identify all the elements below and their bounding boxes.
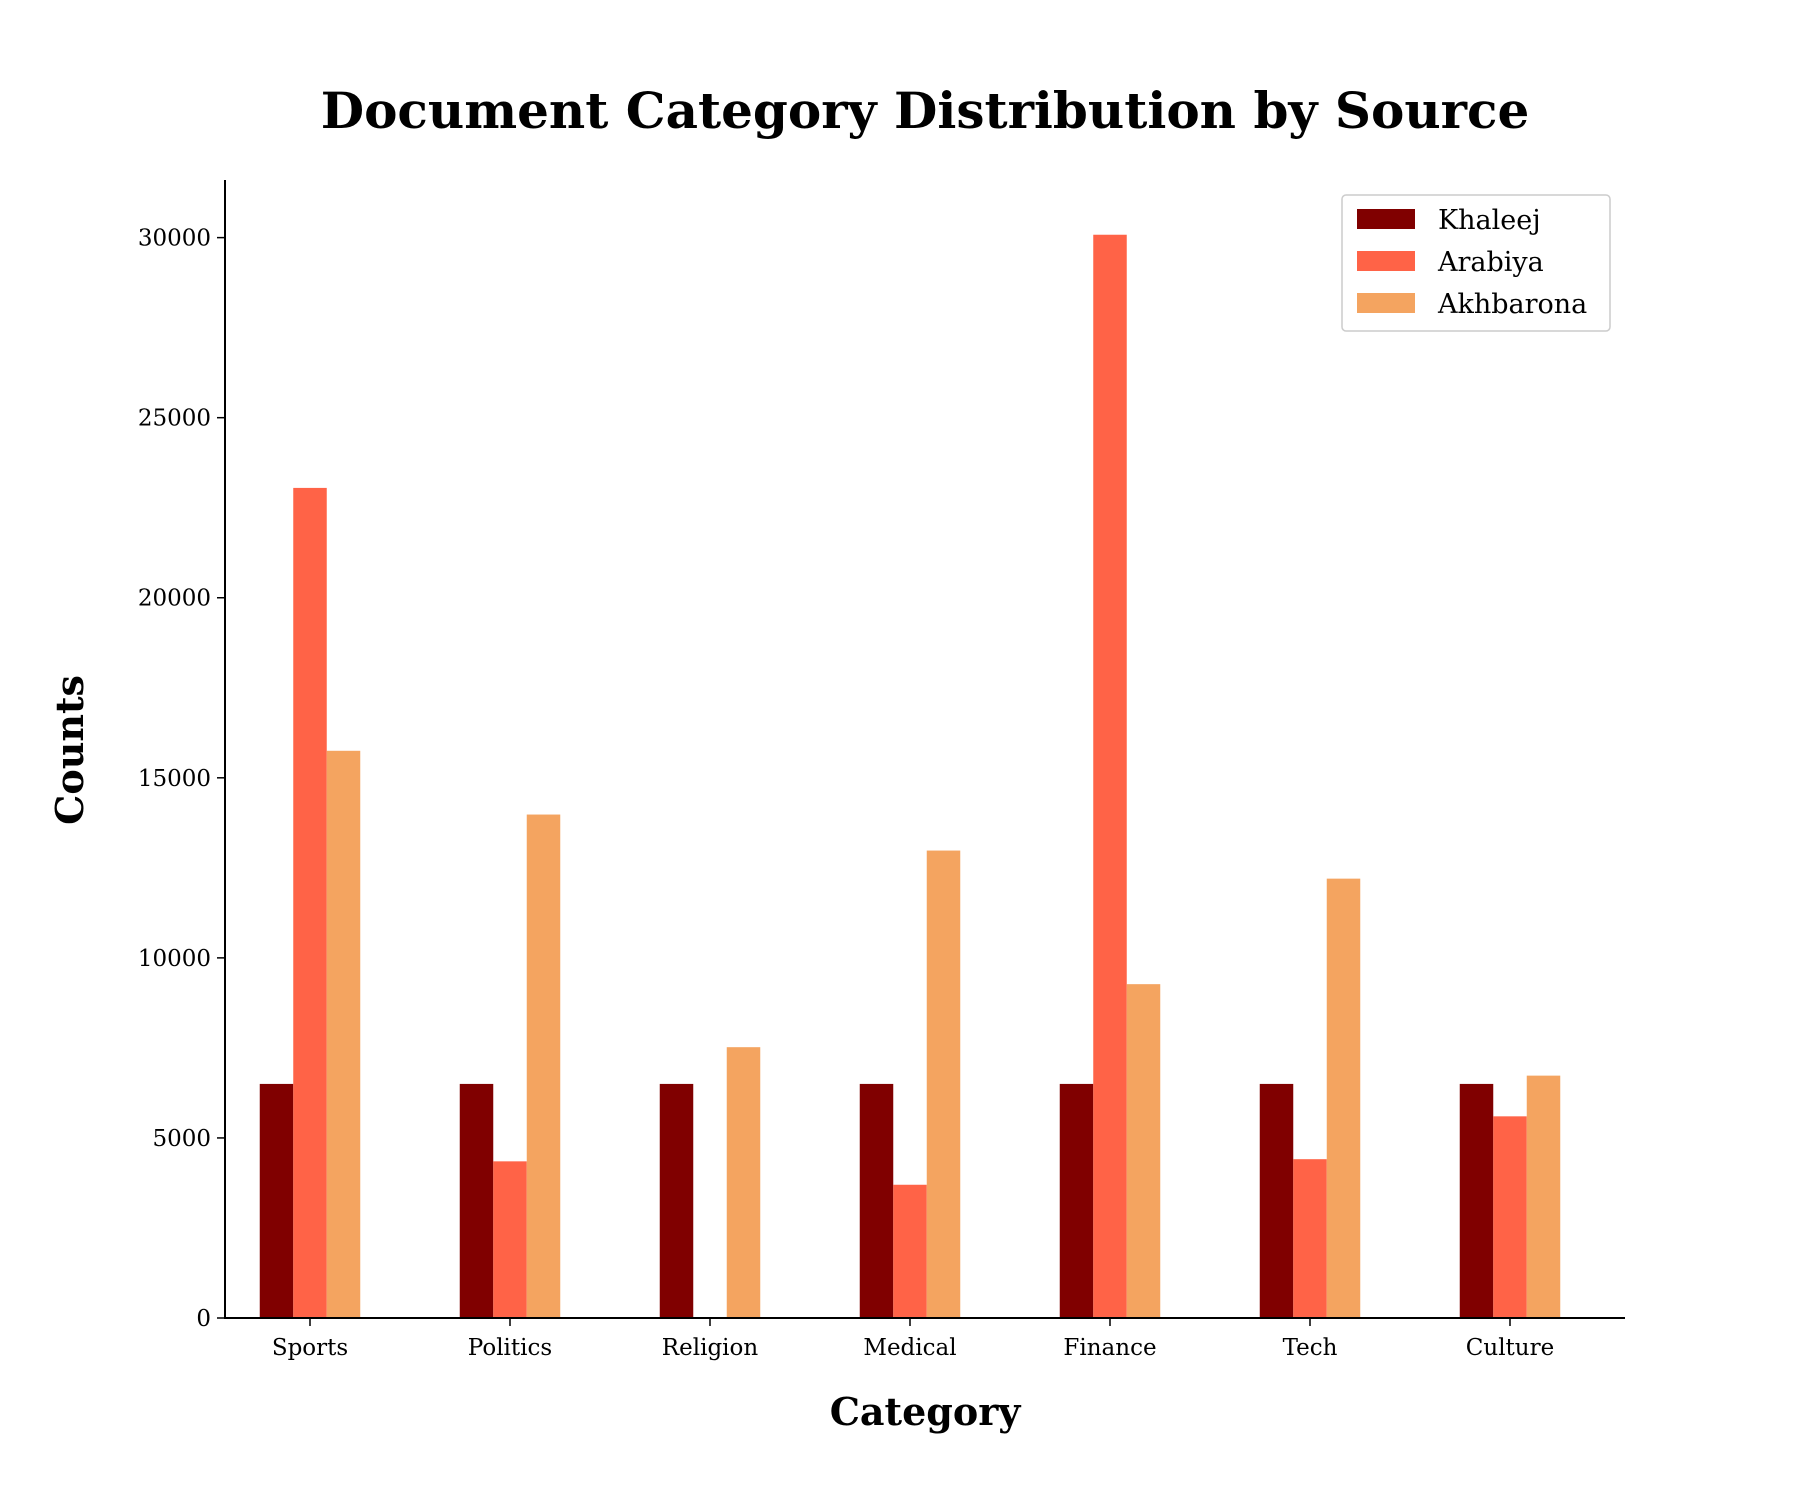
bar-akhbarona-culture — [1526, 1075, 1561, 1318]
bar-arabiya-culture — [1493, 1116, 1527, 1318]
legend-label-khaleej: Khaleej — [1438, 205, 1541, 236]
y-tick-label: 15000 — [138, 766, 211, 792]
bar-arabiya-medical — [893, 1184, 927, 1318]
x-tick-label-religion: Religion — [662, 1335, 759, 1361]
bar-arabiya-tech — [1293, 1159, 1327, 1318]
bar-khaleej-religion — [659, 1083, 694, 1318]
y-tick-label: 0 — [196, 1306, 211, 1332]
bar-khaleej-sports — [259, 1083, 294, 1318]
x-tick-label-tech: Tech — [1283, 1335, 1338, 1361]
legend-swatch-arabiya — [1357, 251, 1415, 271]
x-tick-label-culture: Culture — [1466, 1335, 1554, 1361]
x-axis-label: Category — [830, 1389, 1022, 1434]
legend-label-arabiya: Arabiya — [1437, 247, 1544, 278]
y-ticks: 0 5000 10000 15000 20000 25000 30000 — [138, 226, 225, 1332]
x-ticks: Sports Politics Religion Medical Finance Tech… — [272, 1318, 1554, 1361]
chart-title: Document Category Distribution by Source — [321, 81, 1530, 140]
bar-akhbarona-medical — [926, 850, 961, 1318]
y-tick-label: 5000 — [152, 1126, 211, 1152]
y-tick-label: 25000 — [138, 406, 211, 432]
bar-khaleej-medical — [859, 1083, 894, 1318]
bar-akhbarona-religion — [726, 1047, 761, 1318]
legend-label-akhbarona: Akhbarona — [1437, 289, 1587, 320]
axes — [224, 180, 1625, 1319]
legend: Khaleej Arabiya Akhbarona — [1341, 194, 1611, 332]
bar-khaleej-politics — [459, 1083, 494, 1318]
bar-akhbarona-politics — [526, 814, 561, 1318]
x-tick-label-finance: Finance — [1063, 1335, 1156, 1361]
bar-arabiya-politics — [493, 1161, 527, 1318]
bar-akhbarona-finance — [1126, 984, 1161, 1318]
legend-swatch-khaleej — [1357, 209, 1415, 229]
bars-layer — [259, 234, 1561, 1319]
bar-khaleej-finance — [1059, 1083, 1094, 1318]
bar-arabiya-sports — [293, 487, 327, 1319]
bar-khaleej-culture — [1459, 1083, 1494, 1318]
x-tick-label-sports: Sports — [272, 1335, 348, 1361]
bar-arabiya-finance — [1093, 234, 1127, 1318]
bar-akhbarona-tech — [1326, 878, 1361, 1318]
bar-akhbarona-sports — [326, 750, 361, 1318]
x-tick-label-medical: Medical — [863, 1335, 956, 1361]
x-tick-label-politics: Politics — [468, 1335, 552, 1361]
y-tick-label: 10000 — [138, 946, 211, 972]
bar-khaleej-tech — [1259, 1083, 1294, 1318]
y-tick-label: 20000 — [138, 586, 211, 612]
y-axis-label: Counts — [47, 675, 92, 825]
y-tick-label: 30000 — [138, 226, 211, 252]
legend-swatch-akhbarona — [1357, 293, 1415, 313]
